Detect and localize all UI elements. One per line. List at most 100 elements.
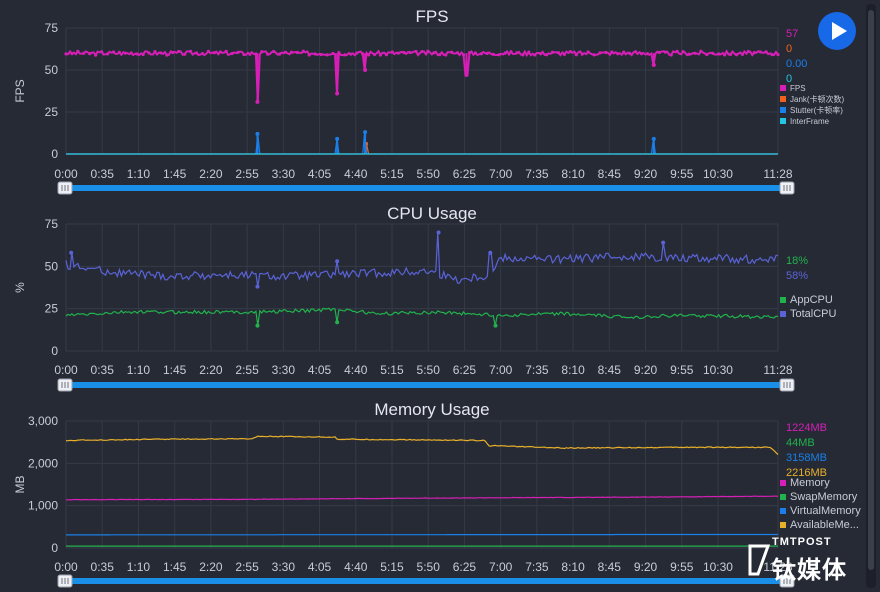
data-point bbox=[319, 52, 323, 57]
legend-swatch bbox=[780, 96, 786, 102]
x-tick-label: 9:55 bbox=[670, 167, 694, 181]
data-point bbox=[645, 52, 650, 56]
x-tick-label: 1:10 bbox=[127, 363, 151, 377]
legend-swatch bbox=[780, 494, 786, 500]
y-axis-label: % bbox=[13, 282, 27, 293]
data-point bbox=[545, 53, 549, 57]
x-tick-label: 1:45 bbox=[163, 167, 187, 181]
y-tick-label: 25 bbox=[45, 105, 59, 119]
x-tick-label: 4:05 bbox=[308, 560, 332, 574]
y-tick-label: 50 bbox=[45, 259, 59, 273]
series-line-memory bbox=[66, 495, 779, 501]
x-tick-label: 10:30 bbox=[703, 167, 733, 181]
data-point bbox=[165, 53, 169, 57]
legend-swatch bbox=[780, 311, 786, 317]
x-tick-label: 7:00 bbox=[489, 560, 513, 574]
data-point bbox=[616, 52, 620, 56]
data-point bbox=[533, 53, 537, 57]
data-point bbox=[610, 50, 614, 54]
data-point bbox=[111, 50, 116, 54]
y-tick-label: 75 bbox=[45, 21, 59, 35]
data-point bbox=[123, 51, 127, 55]
data-point bbox=[723, 53, 727, 57]
x-tick-label: 7:00 bbox=[489, 363, 513, 377]
data-point bbox=[414, 49, 418, 54]
x-tick-label: 5:15 bbox=[380, 560, 404, 574]
time-range-slider[interactable] bbox=[66, 382, 788, 388]
data-point bbox=[420, 49, 424, 54]
data-point bbox=[88, 52, 92, 56]
data-point bbox=[117, 50, 121, 54]
data-point bbox=[70, 52, 74, 56]
data-point bbox=[82, 51, 86, 55]
data-point bbox=[295, 50, 299, 55]
data-point bbox=[248, 52, 252, 56]
data-point bbox=[770, 52, 774, 57]
x-tick-label: 11:28 bbox=[763, 167, 792, 181]
legend-label: SwapMemory bbox=[790, 491, 858, 503]
data-point bbox=[669, 53, 673, 57]
data-point bbox=[456, 51, 460, 55]
data-point bbox=[734, 53, 739, 57]
x-tick-label: 9:55 bbox=[670, 363, 694, 377]
play-button[interactable] bbox=[818, 12, 856, 50]
x-tick-label: 5:50 bbox=[417, 167, 441, 181]
data-point bbox=[361, 52, 365, 56]
data-point bbox=[147, 51, 151, 55]
data-point bbox=[212, 51, 216, 55]
legend-label: FPS bbox=[790, 84, 806, 93]
y-tick-label: 2,000 bbox=[28, 456, 58, 470]
brand-logo-icon bbox=[748, 544, 770, 576]
chart-cpu: CPU Usage 0 25 50 75% 0:00 0:35 1:10 1:45 2:20 2:5… bbox=[13, 204, 837, 392]
data-point bbox=[289, 50, 294, 54]
data-point bbox=[129, 51, 133, 55]
time-range-slider[interactable] bbox=[66, 578, 788, 584]
data-point bbox=[461, 53, 466, 57]
data-point bbox=[758, 50, 762, 54]
current-value: 18% bbox=[786, 255, 808, 267]
data-point bbox=[651, 63, 656, 67]
data-point bbox=[574, 53, 578, 57]
legend-label: VirtualMemory bbox=[790, 505, 861, 517]
series-line-totalcpu bbox=[65, 232, 779, 287]
data-point bbox=[367, 53, 371, 57]
data-point bbox=[693, 51, 697, 55]
legend-label: InterFrame bbox=[790, 117, 830, 126]
data-point bbox=[426, 49, 430, 53]
data-point bbox=[687, 52, 691, 56]
y-tick-label: 0 bbox=[51, 344, 58, 358]
x-tick-label: 6:25 bbox=[453, 363, 477, 377]
data-point bbox=[562, 52, 567, 56]
y-axis-label: MB bbox=[13, 476, 27, 494]
data-point bbox=[728, 52, 733, 56]
data-point bbox=[307, 53, 311, 57]
x-tick-label: 2:20 bbox=[199, 560, 223, 574]
x-tick-label: 8:45 bbox=[598, 560, 622, 574]
y-tick-label: 75 bbox=[45, 217, 59, 231]
legend-swatch bbox=[780, 508, 786, 514]
x-tick-label: 9:20 bbox=[634, 363, 658, 377]
legend-swatch bbox=[780, 85, 786, 91]
data-point bbox=[189, 49, 193, 53]
x-tick-label: 2:20 bbox=[199, 363, 223, 377]
x-tick-label: 7:35 bbox=[525, 363, 549, 377]
x-tick-label: 8:45 bbox=[598, 167, 622, 181]
x-tick-label: 0:00 bbox=[54, 363, 78, 377]
x-tick-label: 4:05 bbox=[308, 167, 332, 181]
data-point bbox=[705, 52, 709, 57]
data-point bbox=[224, 49, 228, 53]
data-point bbox=[550, 50, 555, 54]
data-point bbox=[343, 53, 347, 57]
legend-swatch bbox=[780, 522, 786, 528]
data-point bbox=[752, 51, 756, 55]
data-point bbox=[278, 52, 282, 56]
current-value: 0 bbox=[786, 43, 792, 55]
x-tick-label: 6:25 bbox=[453, 167, 477, 181]
x-tick-label: 11:28 bbox=[763, 363, 792, 377]
x-tick-label: 3:30 bbox=[272, 167, 296, 181]
page-scrollbar-thumb[interactable] bbox=[868, 10, 874, 570]
legend-label: Memory bbox=[790, 477, 830, 489]
y-tick-label: 25 bbox=[45, 302, 59, 316]
data-point bbox=[76, 49, 80, 53]
time-range-slider[interactable] bbox=[66, 185, 788, 191]
